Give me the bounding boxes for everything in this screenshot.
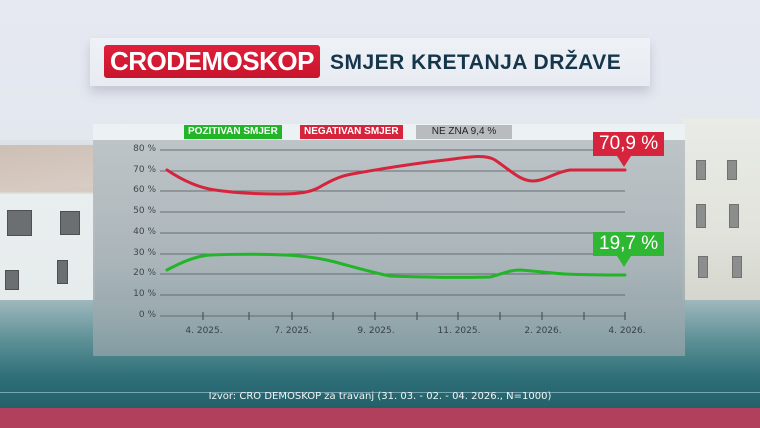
y-tick-label: 10 % [133, 289, 156, 299]
y-tick-label: 20 % [133, 268, 156, 278]
legend-dont-know: NE ZNA 9,4 % [416, 125, 512, 139]
x-tick-label: 2. 2026. [524, 326, 562, 336]
background-building-left [0, 145, 95, 300]
negative-value-callout: 70,9 % [593, 132, 665, 167]
x-tick-label: 7. 2025. [274, 326, 312, 336]
source-note: Izvor: CRO DEMOSKOP za travanj (31. 03. … [208, 391, 552, 402]
background-building-right [682, 118, 760, 303]
gridlines [160, 149, 625, 317]
y-tick-label: 30 % [133, 248, 156, 258]
y-tick-label: 0 % [138, 310, 156, 320]
legend-positive: POZITIVAN SMJER [184, 125, 282, 139]
bottom-band [0, 408, 760, 428]
y-tick-label: 80 % [133, 144, 156, 154]
positive-value-callout: 19,7 % [593, 232, 665, 267]
y-tick-label: 40 % [133, 227, 156, 237]
x-tick-label: 9. 2025. [357, 326, 395, 336]
brand-logo: CRODEMOSKOP [104, 45, 320, 78]
x-axis-ticks [202, 312, 626, 320]
negative-series-line [165, 155, 627, 196]
y-tick-label: 60 % [133, 185, 156, 195]
positive-series-line [165, 252, 627, 279]
chart-panel [93, 124, 685, 356]
x-tick-label: 11. 2025. [437, 326, 481, 336]
y-tick-label: 70 % [133, 165, 156, 175]
legend-negative: NEGATIVAN SMJER [300, 125, 403, 139]
y-tick-label: 50 % [133, 206, 156, 216]
background-line [0, 392, 760, 393]
page-title: SMJER KRETANJA DRŽAVE [330, 51, 622, 74]
x-tick-label: 4. 2026. [608, 326, 646, 336]
x-tick-label: 4. 2025. [185, 326, 223, 336]
